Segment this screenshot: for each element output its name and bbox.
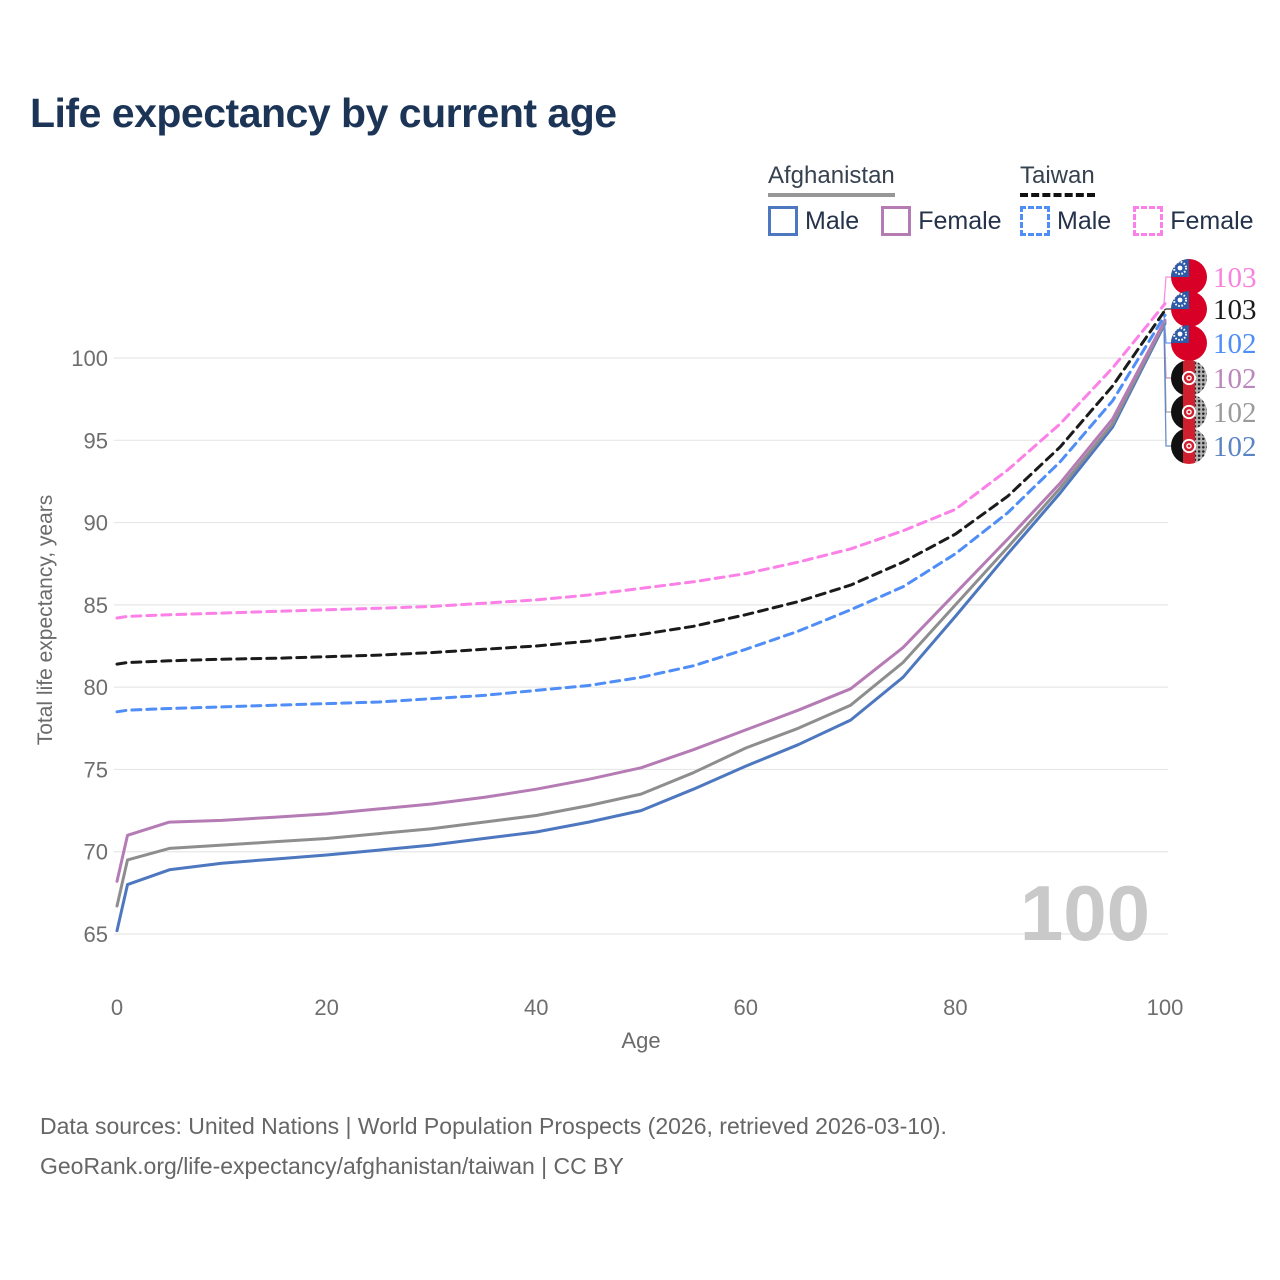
taiwan-flag-icon: [1171, 259, 1207, 295]
y-axis-title: Total life expectancy, years: [34, 494, 57, 746]
afghanistan-flag-icon: [1171, 360, 1207, 396]
legend-swatch-icon: [1020, 206, 1050, 236]
legend-swatch-icon: [881, 206, 912, 236]
end-value-label-taiwan-both: 103: [1213, 294, 1257, 326]
x-tick-label-60: 60: [734, 995, 758, 1020]
legend-swatch-icon: [1133, 206, 1164, 236]
taiwan-flag-icon: [1171, 325, 1207, 361]
legend-item-label: Female: [918, 206, 1002, 235]
afghanistan-flag-icon: [1171, 394, 1207, 430]
y-tick-label-85: 85: [84, 593, 108, 618]
taiwan-flag-icon: [1171, 291, 1207, 327]
legend-item-taiwan-male[interactable]: Male: [1020, 206, 1111, 236]
legend-country-label: Taiwan: [1020, 162, 1095, 197]
series-line-taiwan-female[interactable]: [115, 302, 1167, 620]
page-title: Life expectancy by current age: [30, 90, 617, 136]
y-tick-label-65: 65: [84, 922, 108, 947]
legend-item-label: Male: [1057, 206, 1112, 235]
end-label-leader-line: [1163, 323, 1171, 447]
x-tick-label-100: 100: [1147, 995, 1184, 1020]
legend-item-afghanistan-female[interactable]: Female: [881, 206, 1002, 236]
end-value-label-taiwan-female: 103: [1213, 262, 1257, 294]
watermark-age-100: 100: [1019, 869, 1150, 957]
x-tick-label-0: 0: [111, 995, 123, 1020]
y-tick-label-100: 100: [71, 346, 108, 371]
legend-item-label: Female: [1170, 206, 1254, 235]
legend-item-afghanistan-male[interactable]: Male: [768, 206, 859, 236]
legend-group-taiwan: Taiwan Male Female: [1020, 162, 1254, 236]
y-tick-label-70: 70: [84, 840, 108, 865]
afghanistan-flag-icon: [1171, 428, 1207, 464]
end-value-label-taiwan-male: 102: [1213, 328, 1257, 360]
footer-attribution-link[interactable]: GeoRank.org/life-expectancy/afghanistan/…: [40, 1153, 624, 1179]
legend-group-afghanistan: Afghanistan Male Female: [768, 162, 1002, 236]
series-line-afghanistan-male[interactable]: [115, 321, 1167, 933]
y-tick-label-95: 95: [84, 428, 108, 453]
end-value-label-afghanistan-both: 102: [1213, 397, 1257, 429]
end-label-leader-line: [1163, 308, 1171, 311]
x-axis-title: Age: [621, 1028, 661, 1053]
y-tick-label-90: 90: [84, 511, 108, 536]
series-line-taiwan-both[interactable]: [115, 308, 1167, 666]
end-value-label-afghanistan-male: 102: [1213, 431, 1257, 463]
series-line-taiwan-male[interactable]: [115, 313, 1167, 714]
footer-data-sources: Data sources: United Nations | World Pop…: [40, 1113, 947, 1139]
footer: Data sources: United Nations | World Pop…: [40, 1106, 947, 1186]
legend-item-taiwan-female[interactable]: Female: [1133, 206, 1254, 236]
end-value-label-afghanistan-female: 102: [1213, 363, 1257, 395]
x-tick-label-20: 20: [314, 995, 338, 1020]
y-tick-label-80: 80: [84, 675, 108, 700]
series-line-afghanistan-female[interactable]: [115, 318, 1167, 883]
legend-swatch-icon: [768, 206, 798, 236]
x-tick-label-40: 40: [524, 995, 548, 1020]
legend-country-label: Afghanistan: [768, 162, 895, 197]
legend-item-label: Male: [805, 206, 860, 235]
series-line-afghanistan-both[interactable]: [115, 320, 1167, 908]
end-label-leader-line: [1163, 276, 1171, 304]
x-tick-label-80: 80: [943, 995, 967, 1020]
y-tick-label-75: 75: [84, 757, 108, 782]
